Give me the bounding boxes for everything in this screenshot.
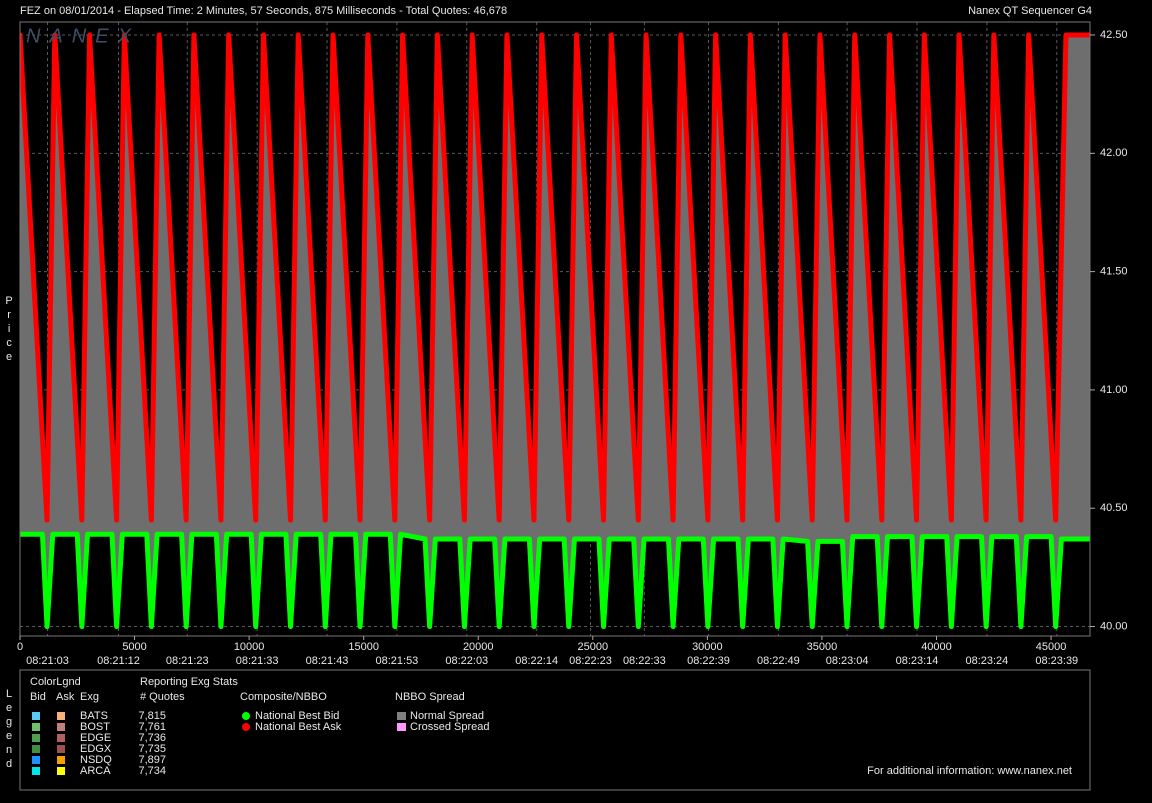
legend-marker bbox=[242, 723, 250, 731]
ask-swatch bbox=[57, 723, 65, 731]
x-tick-label: 45000 bbox=[1036, 641, 1067, 653]
y-tick-label: 41.00 bbox=[1100, 384, 1128, 396]
x-tick-label: 0 bbox=[17, 641, 23, 653]
stats-title: Reporting Exg Stats bbox=[140, 676, 238, 688]
exchange-name: BOST bbox=[80, 721, 110, 733]
bid-swatch bbox=[32, 745, 40, 753]
exchange-name: NSDQ bbox=[80, 754, 112, 766]
legend-column: Exg bbox=[80, 691, 99, 703]
time-tick-label: 08:22:03 bbox=[445, 655, 488, 667]
y-tick-label: 40.50 bbox=[1100, 502, 1128, 514]
y-tick-label: 42.50 bbox=[1100, 29, 1128, 41]
x-tick-label: 35000 bbox=[807, 641, 838, 653]
x-tick-label: 20000 bbox=[463, 641, 494, 653]
time-tick-label: 08:23:24 bbox=[965, 655, 1008, 667]
bid-swatch bbox=[32, 756, 40, 764]
bid-swatch bbox=[32, 723, 40, 731]
spread-swatch bbox=[397, 723, 406, 731]
legend-marker bbox=[242, 712, 250, 720]
y-tick-label: 41.50 bbox=[1100, 266, 1128, 278]
exchange-quotes: 7,815 bbox=[138, 710, 166, 722]
legend-entry: National Best Bid bbox=[255, 710, 339, 722]
x-tick-label: 30000 bbox=[692, 641, 723, 653]
time-tick-label: 08:22:33 bbox=[623, 655, 666, 667]
exchange-quotes: 7,734 bbox=[138, 765, 166, 777]
spread-entry: Crossed Spread bbox=[410, 721, 490, 733]
exchange-name: BATS bbox=[80, 710, 108, 722]
ask-swatch bbox=[57, 745, 65, 753]
ask-swatch bbox=[57, 756, 65, 764]
time-tick-label: 08:21:43 bbox=[306, 655, 349, 667]
product-name: Nanex QT Sequencer G4 bbox=[968, 5, 1092, 17]
legend-column: Bid bbox=[30, 691, 46, 703]
time-tick-label: 08:23:39 bbox=[1035, 655, 1078, 667]
y-axis-label: Price bbox=[3, 295, 15, 365]
exchange-quotes: 7,897 bbox=[138, 754, 166, 766]
legend-column: Ask bbox=[56, 691, 75, 703]
chart-title: FEZ on 08/01/2014 - Elapsed Time: 2 Minu… bbox=[20, 5, 507, 17]
stats-column: # Quotes bbox=[140, 691, 185, 703]
composite-title: Composite/NBBO bbox=[240, 691, 327, 703]
spread-title: NBBO Spread bbox=[395, 691, 465, 703]
ask-swatch bbox=[57, 734, 65, 742]
legend-frame bbox=[19, 669, 1091, 791]
footer-note: For additional information: www.nanex.ne… bbox=[867, 765, 1072, 777]
time-tick-label: 08:22:23 bbox=[569, 655, 612, 667]
legend-entry: National Best Ask bbox=[255, 721, 342, 733]
exchange-quotes: 7,735 bbox=[138, 743, 166, 755]
time-tick-label: 08:21:23 bbox=[166, 655, 209, 667]
x-tick-label: 25000 bbox=[578, 641, 609, 653]
time-tick-label: 08:23:14 bbox=[896, 655, 939, 667]
x-tick-label: 15000 bbox=[348, 641, 379, 653]
time-tick-label: 08:21:33 bbox=[236, 655, 279, 667]
exchange-name: EDGE bbox=[80, 732, 111, 744]
bid-swatch bbox=[32, 734, 40, 742]
x-tick-label: 40000 bbox=[921, 641, 952, 653]
time-tick-label: 08:22:39 bbox=[687, 655, 730, 667]
legend: BATS 7,815 BOST 7,761 EDGE 7,736 EDGX 7,735 NSDQ… bbox=[32, 710, 490, 777]
legend-label: Legend bbox=[3, 688, 15, 772]
series-line bbox=[20, 531, 1090, 630]
plot-area bbox=[20, 22, 1090, 636]
ask-swatch bbox=[57, 712, 65, 720]
series-line bbox=[20, 32, 1090, 523]
bid-swatch bbox=[32, 767, 40, 775]
time-tick-label: 08:22:14 bbox=[515, 655, 558, 667]
watermark: NANEX bbox=[26, 25, 140, 47]
y-tick-label: 42.00 bbox=[1100, 147, 1128, 159]
time-tick-label: 08:21:53 bbox=[375, 655, 418, 667]
time-tick-label: 08:23:04 bbox=[826, 655, 869, 667]
time-tick-label: 08:21:12 bbox=[97, 655, 140, 667]
time-tick-label: 08:22:49 bbox=[757, 655, 800, 667]
time-tick-label: 08:21:03 bbox=[26, 655, 69, 667]
bid-swatch bbox=[32, 712, 40, 720]
exchange-name: ARCA bbox=[80, 765, 111, 777]
exchange-quotes: 7,736 bbox=[138, 732, 166, 744]
x-tick-label: 5000 bbox=[122, 641, 146, 653]
legend-title: ColorLgnd bbox=[30, 676, 81, 688]
exchange-quotes: 7,761 bbox=[138, 721, 166, 733]
plot-frame bbox=[19, 21, 1091, 637]
spread-swatch bbox=[397, 712, 406, 720]
spread-entry: Normal Spread bbox=[410, 710, 484, 722]
ask-swatch bbox=[57, 767, 65, 775]
y-tick-label: 40.00 bbox=[1100, 620, 1128, 632]
exchange-name: EDGX bbox=[80, 743, 112, 755]
x-tick-label: 10000 bbox=[234, 641, 265, 653]
